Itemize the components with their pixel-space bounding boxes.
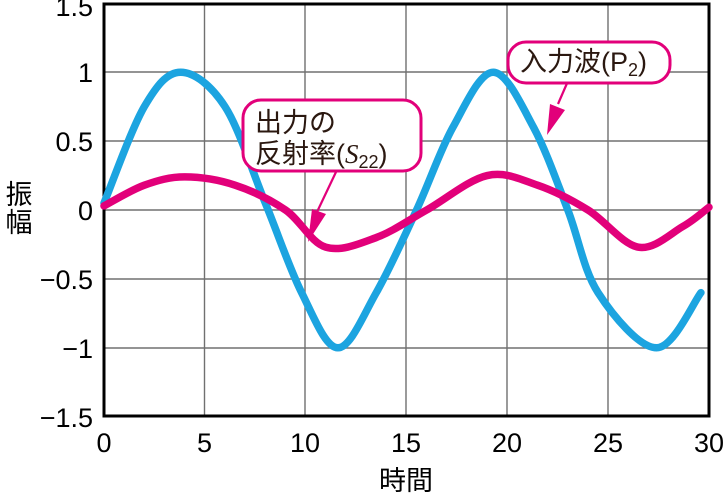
- svg-text:15: 15: [391, 428, 421, 458]
- svg-text:−1: −1: [62, 334, 93, 364]
- svg-text:0.5: 0.5: [55, 127, 93, 157]
- svg-text:幅: 幅: [6, 208, 33, 238]
- svg-text:1: 1: [78, 58, 93, 88]
- svg-text:−0.5: −0.5: [40, 265, 93, 295]
- svg-text:0: 0: [78, 196, 93, 226]
- svg-text:入力波(P2): 入力波(P2): [520, 47, 647, 80]
- svg-text:−1.5: −1.5: [40, 403, 93, 433]
- svg-text:出力の: 出力の: [255, 108, 336, 138]
- svg-text:30: 30: [694, 428, 724, 458]
- svg-text:0: 0: [96, 428, 111, 458]
- svg-text:時間: 時間: [379, 466, 433, 496]
- svg-text:1.5: 1.5: [55, 0, 93, 22]
- svg-text:5: 5: [197, 428, 212, 458]
- svg-text:25: 25: [593, 428, 623, 458]
- svg-text:20: 20: [492, 428, 522, 458]
- svg-text:振: 振: [6, 180, 33, 210]
- svg-text:10: 10: [290, 428, 320, 458]
